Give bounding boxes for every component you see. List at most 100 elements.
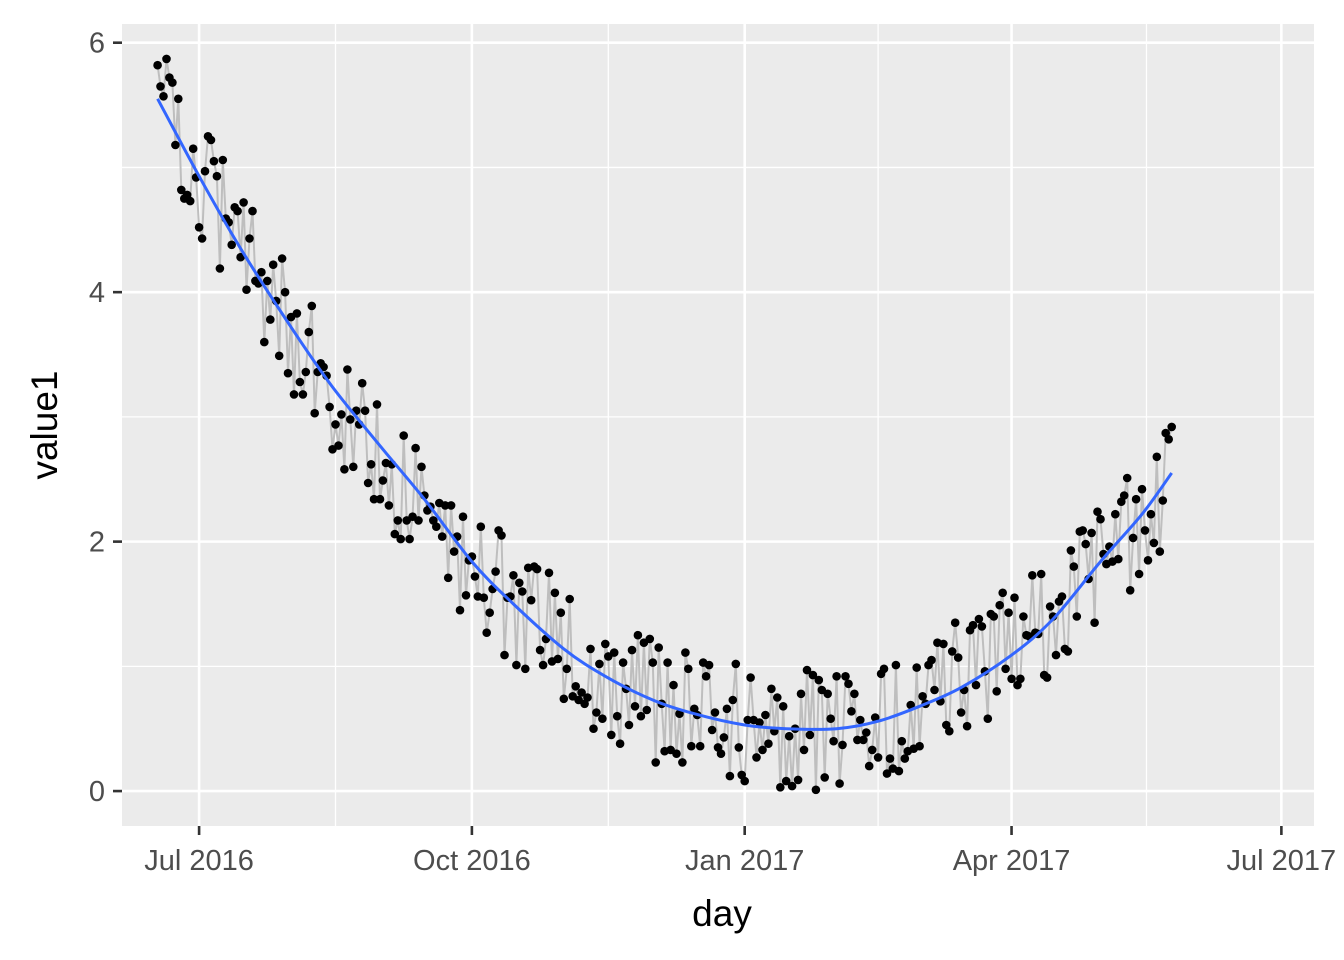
data-point — [159, 92, 168, 101]
data-point — [411, 443, 420, 453]
data-point — [171, 140, 180, 150]
data-point — [894, 766, 904, 776]
data-point — [1093, 507, 1102, 516]
data-point — [301, 367, 311, 377]
data-point — [1114, 554, 1123, 564]
data-point — [319, 362, 328, 372]
data-point — [1028, 571, 1037, 580]
data-point — [681, 648, 690, 657]
data-point — [823, 689, 832, 699]
data-point — [535, 645, 545, 655]
data-point — [334, 441, 343, 450]
data-point — [550, 588, 560, 598]
data-point — [956, 708, 966, 717]
data-point — [879, 664, 889, 674]
data-point — [280, 287, 290, 297]
x-tick-label: Oct 2016 — [413, 845, 531, 877]
data-point — [325, 402, 334, 412]
data-point — [384, 501, 394, 510]
smooth-line-layer — [156, 98, 1173, 731]
data-point — [1122, 473, 1132, 483]
data-point — [177, 185, 186, 195]
data-point — [476, 522, 486, 531]
data-point — [310, 408, 320, 418]
data-point — [636, 711, 646, 721]
data-point — [728, 695, 738, 705]
observations-points-layer — [153, 54, 1176, 795]
data-point — [835, 779, 844, 788]
data-point — [850, 689, 859, 699]
data-point — [832, 672, 841, 681]
data-point — [838, 740, 847, 750]
data-point — [233, 206, 242, 216]
data-point — [761, 710, 770, 720]
grid-minor — [122, 24, 1314, 826]
data-point — [372, 400, 382, 409]
data-point — [873, 753, 883, 762]
data-point — [1143, 556, 1153, 565]
data-point — [446, 501, 456, 510]
data-point — [526, 595, 536, 605]
data-point — [722, 704, 732, 714]
data-point — [808, 670, 818, 680]
data-point — [1140, 526, 1150, 535]
data-point — [509, 571, 518, 580]
data-point — [829, 736, 838, 746]
data-point — [1007, 674, 1016, 684]
data-point — [746, 673, 755, 682]
data-point — [283, 368, 293, 378]
data-point — [188, 144, 198, 153]
data-point — [642, 705, 652, 715]
data-point — [743, 715, 752, 725]
data-point — [482, 628, 492, 637]
data-point — [242, 285, 251, 295]
data-point — [369, 494, 379, 504]
data-point — [500, 650, 509, 660]
data-point — [455, 605, 465, 615]
data-point — [897, 736, 907, 746]
data-point — [1119, 491, 1129, 500]
data-point — [1087, 528, 1096, 538]
data-point — [820, 773, 829, 782]
data-point — [906, 700, 915, 710]
data-point — [595, 659, 604, 669]
data-point — [1149, 538, 1159, 548]
data-point — [337, 410, 346, 419]
data-point — [841, 672, 850, 681]
data-point — [470, 572, 480, 581]
data-point — [206, 135, 216, 145]
data-point — [900, 754, 910, 763]
data-point — [719, 733, 729, 742]
data-point — [443, 573, 453, 583]
data-point — [571, 682, 580, 691]
data-point — [814, 675, 824, 685]
data-point — [559, 694, 569, 704]
data-point — [927, 655, 936, 665]
data-point — [799, 745, 809, 755]
data-point — [393, 516, 403, 525]
data-point — [989, 612, 999, 621]
x-tick-label: Jan 2017 — [685, 845, 804, 877]
data-point — [153, 60, 162, 70]
plot-panel — [122, 24, 1314, 826]
data-point — [633, 630, 643, 640]
data-point — [396, 534, 406, 544]
data-point — [710, 708, 720, 717]
data-point — [805, 730, 815, 740]
data-point — [1125, 586, 1135, 595]
grid-major — [122, 24, 1314, 826]
data-point — [669, 680, 678, 690]
data-point — [1066, 546, 1076, 555]
data-point — [1090, 618, 1099, 627]
data-point — [360, 406, 370, 416]
data-point — [343, 365, 352, 374]
data-point — [556, 608, 566, 617]
data-point — [826, 714, 835, 723]
data-point — [654, 643, 663, 652]
data-point — [950, 618, 960, 627]
data-point — [1167, 422, 1176, 432]
data-point — [776, 783, 785, 792]
data-point — [971, 680, 981, 690]
data-point — [1128, 533, 1138, 543]
data-point — [1096, 514, 1105, 524]
